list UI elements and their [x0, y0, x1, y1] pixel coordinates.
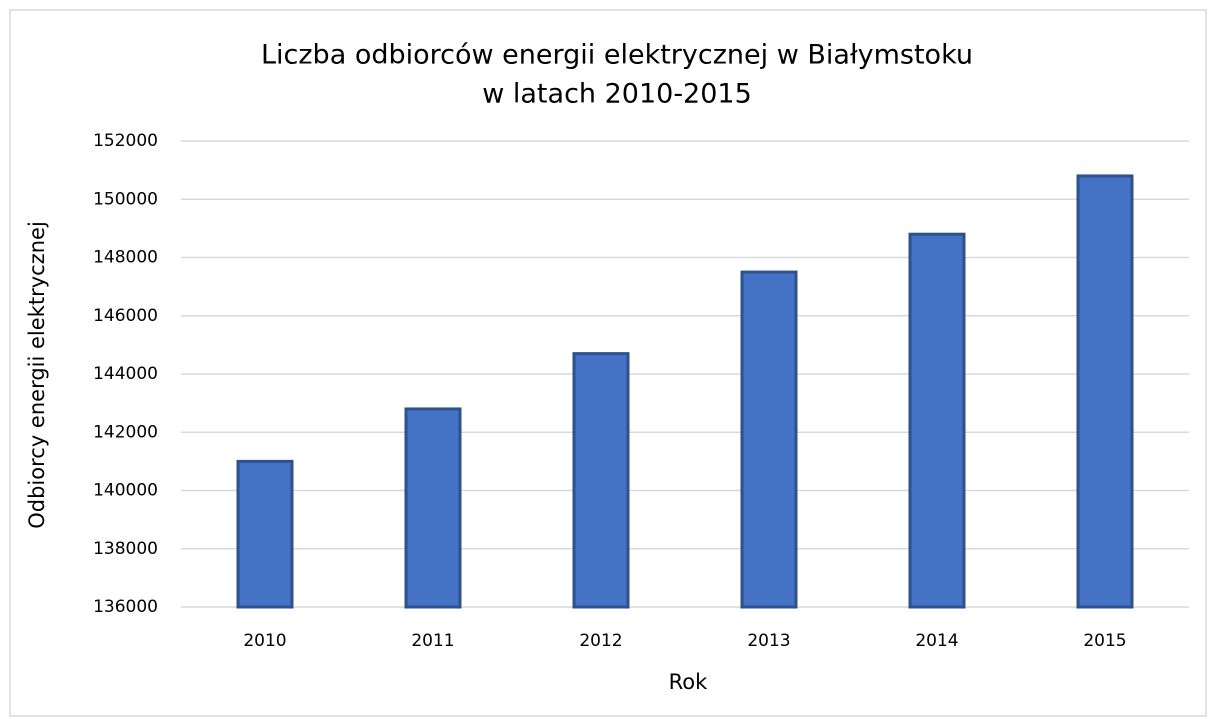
x-tick-label: 2011: [411, 631, 454, 651]
y-tick-label: 146000: [93, 306, 158, 326]
y-tick-label: 138000: [93, 539, 158, 559]
y-tick-label: 150000: [93, 189, 158, 209]
y-tick-label: 142000: [93, 422, 158, 442]
bar: [908, 232, 966, 609]
x-tick-label: 2010: [243, 631, 286, 651]
x-tick-label: 2013: [747, 631, 790, 651]
x-tick-label: 2015: [1083, 631, 1126, 651]
bar: [1076, 174, 1134, 609]
y-tick-label: 136000: [93, 597, 158, 617]
x-axis-title: Rok: [669, 670, 708, 694]
bar: [572, 352, 630, 609]
y-axis-title: Odbiorcy energii elektrycznej: [25, 221, 49, 529]
bar: [740, 270, 798, 609]
y-tick-label: 152000: [93, 131, 158, 151]
chart-title: Liczba odbiorców energii elektrycznej w …: [261, 40, 973, 71]
y-tick-label: 140000: [93, 481, 158, 501]
y-tick-label: 148000: [93, 248, 158, 268]
bar: [236, 459, 294, 609]
y-tick-label: 144000: [93, 364, 158, 384]
x-tick-label: 2014: [915, 631, 958, 651]
bar: [404, 407, 462, 609]
x-tick-label: 2012: [579, 631, 622, 651]
chart-title: w latach 2010-2015: [482, 79, 752, 110]
